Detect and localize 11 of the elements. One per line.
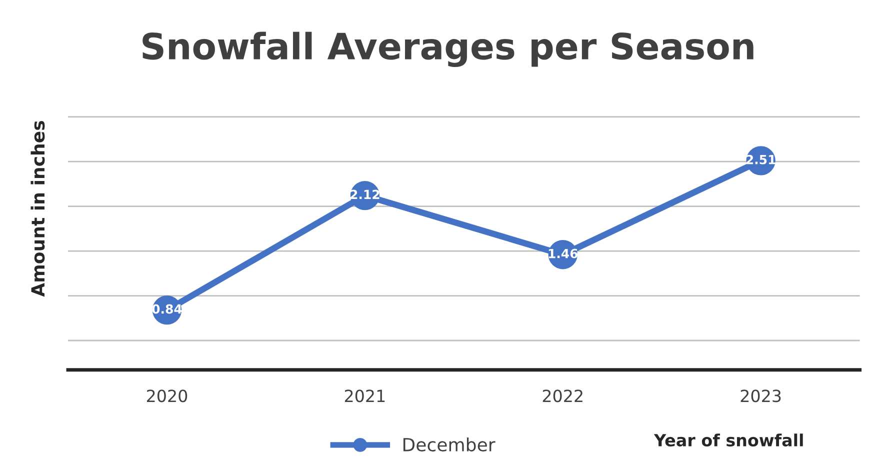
- data-label: 2.51: [746, 154, 776, 164]
- x-tick-label: 2023: [740, 390, 781, 402]
- data-label: 2.12: [350, 190, 380, 200]
- x-tick-label: 2020: [147, 390, 188, 402]
- data-label: 1.46: [548, 248, 578, 258]
- y-axis-title: Amount in inches: [30, 120, 45, 297]
- x-axis-title: Year of snowfall: [654, 434, 803, 446]
- legend-label: December: [403, 438, 496, 452]
- x-tick-label: 2021: [344, 390, 385, 402]
- x-tick-label: 2022: [542, 390, 582, 402]
- chart-title: Snowfall Averages per Season: [142, 32, 754, 68]
